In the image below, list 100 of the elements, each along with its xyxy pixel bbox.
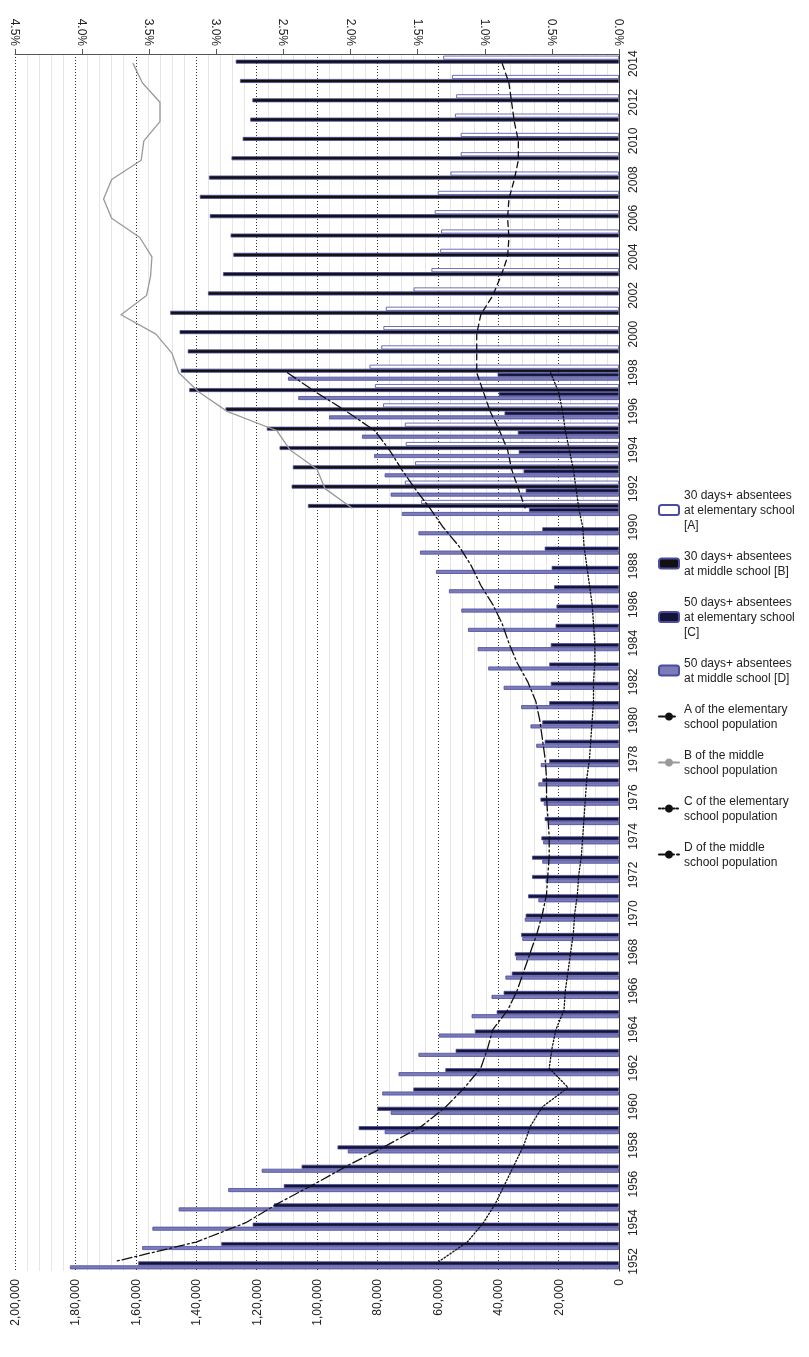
legend-label: D of the middle school population xyxy=(684,840,778,869)
y-tick-label: 2012 xyxy=(626,88,640,116)
y-tick-label: 1968 xyxy=(626,938,640,966)
x2-tick-label: 3.0% xyxy=(209,18,224,47)
x2-tick-label: 4.5% xyxy=(8,18,22,47)
bar xyxy=(505,975,619,980)
bar xyxy=(522,936,619,941)
y-tick-label: 1982 xyxy=(626,668,640,696)
bar xyxy=(377,1106,619,1111)
y-tick-label: 1952 xyxy=(626,1247,640,1275)
bar xyxy=(418,1052,619,1057)
bar xyxy=(521,932,619,937)
bar xyxy=(362,434,619,439)
bar xyxy=(288,376,619,381)
legend-label: A of the elementary school population xyxy=(684,702,791,731)
bar xyxy=(418,531,619,536)
x-tick-label: 1,80,000 xyxy=(68,1278,83,1326)
bar xyxy=(461,608,619,613)
y-tick-label: 2010 xyxy=(626,127,640,155)
legend-label: C of the elementary school population xyxy=(684,794,793,823)
x-tick-label: 0 xyxy=(612,1278,626,1286)
x-tick-label: 1,20,000 xyxy=(249,1278,264,1326)
y-tick-label: 1996 xyxy=(626,397,640,425)
bar xyxy=(448,589,619,594)
y-tick-label: 1976 xyxy=(626,784,640,812)
bar xyxy=(542,778,619,783)
x-tick-label: 80,000 xyxy=(370,1278,385,1316)
bar xyxy=(401,511,619,516)
legend-label: 30 days+ absentees at middle school [B] xyxy=(684,549,796,578)
y-tick-label: 1992 xyxy=(626,474,640,502)
bar xyxy=(540,763,619,768)
y-tick-label: 1960 xyxy=(626,1093,640,1121)
bar xyxy=(538,782,619,787)
bar xyxy=(524,917,619,922)
legend-label: B of the middle school population xyxy=(684,748,778,777)
bar xyxy=(491,994,619,999)
bar xyxy=(532,855,619,860)
y-tick-label: 2000 xyxy=(626,320,640,348)
y-tick-label: 1990 xyxy=(626,513,640,541)
y-tick-label: 1988 xyxy=(626,552,640,580)
bar xyxy=(382,1091,619,1096)
y-tick-label: 1956 xyxy=(626,1170,640,1198)
bar xyxy=(516,956,619,961)
x-tick-label: 2,00,000 xyxy=(8,1278,22,1326)
bar xyxy=(521,705,619,710)
bar xyxy=(528,894,619,899)
x2-tick-label: 3.5% xyxy=(142,18,157,47)
bar xyxy=(374,454,619,459)
y-tick-label: 1984 xyxy=(626,629,640,657)
y-tick-label: 1964 xyxy=(626,1015,640,1043)
bar xyxy=(540,797,619,802)
bar xyxy=(536,743,619,748)
x2-tick-label: 2.0% xyxy=(343,18,358,47)
x2-tick-label: 0.5% xyxy=(544,18,559,47)
x2-tick-label: 1.0% xyxy=(477,18,492,47)
bar xyxy=(477,647,619,652)
bar xyxy=(541,836,619,841)
bar xyxy=(503,685,619,690)
bar xyxy=(532,874,619,879)
bar xyxy=(514,952,619,957)
bar xyxy=(548,821,619,826)
bar xyxy=(398,1072,619,1077)
bar xyxy=(419,550,619,555)
y-tick-label: 1994 xyxy=(626,436,640,464)
legend-label: 50 days+ absentees at middle school [D] xyxy=(684,656,796,685)
bar xyxy=(142,1246,619,1251)
bar xyxy=(544,817,619,822)
bar xyxy=(358,1126,619,1131)
bar xyxy=(390,492,619,497)
bar xyxy=(69,1265,619,1270)
x2-tick-label: 0.0% xyxy=(612,18,626,47)
y-tick-label: 1958 xyxy=(626,1131,640,1159)
x-tick-label: 1,00,000 xyxy=(310,1278,324,1326)
legend-label: 50 days+ absentees at elementary school [C] xyxy=(684,595,799,639)
bar xyxy=(471,1014,619,1019)
y-tick-label: 2006 xyxy=(626,204,640,232)
bar xyxy=(337,1145,619,1150)
x-tick-label: 1,40,000 xyxy=(189,1278,204,1326)
bar xyxy=(543,840,619,845)
bar xyxy=(329,415,619,420)
bar xyxy=(488,666,619,671)
bar xyxy=(152,1226,619,1231)
bar xyxy=(468,627,619,632)
y-tick-label: 1978 xyxy=(626,745,640,773)
bar xyxy=(525,913,619,918)
bar xyxy=(384,473,619,478)
bar xyxy=(530,724,619,729)
y-tick-label: 1970 xyxy=(626,899,640,927)
y-tick-label: 1974 xyxy=(626,822,640,850)
bar xyxy=(261,1168,619,1173)
y-tick-label: 2014 xyxy=(626,49,640,78)
x-tick-label: 20,000 xyxy=(551,1278,566,1316)
bar xyxy=(298,396,619,401)
y-tick-label: 1962 xyxy=(626,1054,640,1082)
y-tick-label: 2008 xyxy=(626,165,640,193)
bar xyxy=(228,1188,619,1193)
bar xyxy=(435,569,619,574)
bar xyxy=(178,1207,619,1212)
x2-tick-label: 2.5% xyxy=(276,18,291,47)
y-tick-label: 1986 xyxy=(626,590,640,618)
